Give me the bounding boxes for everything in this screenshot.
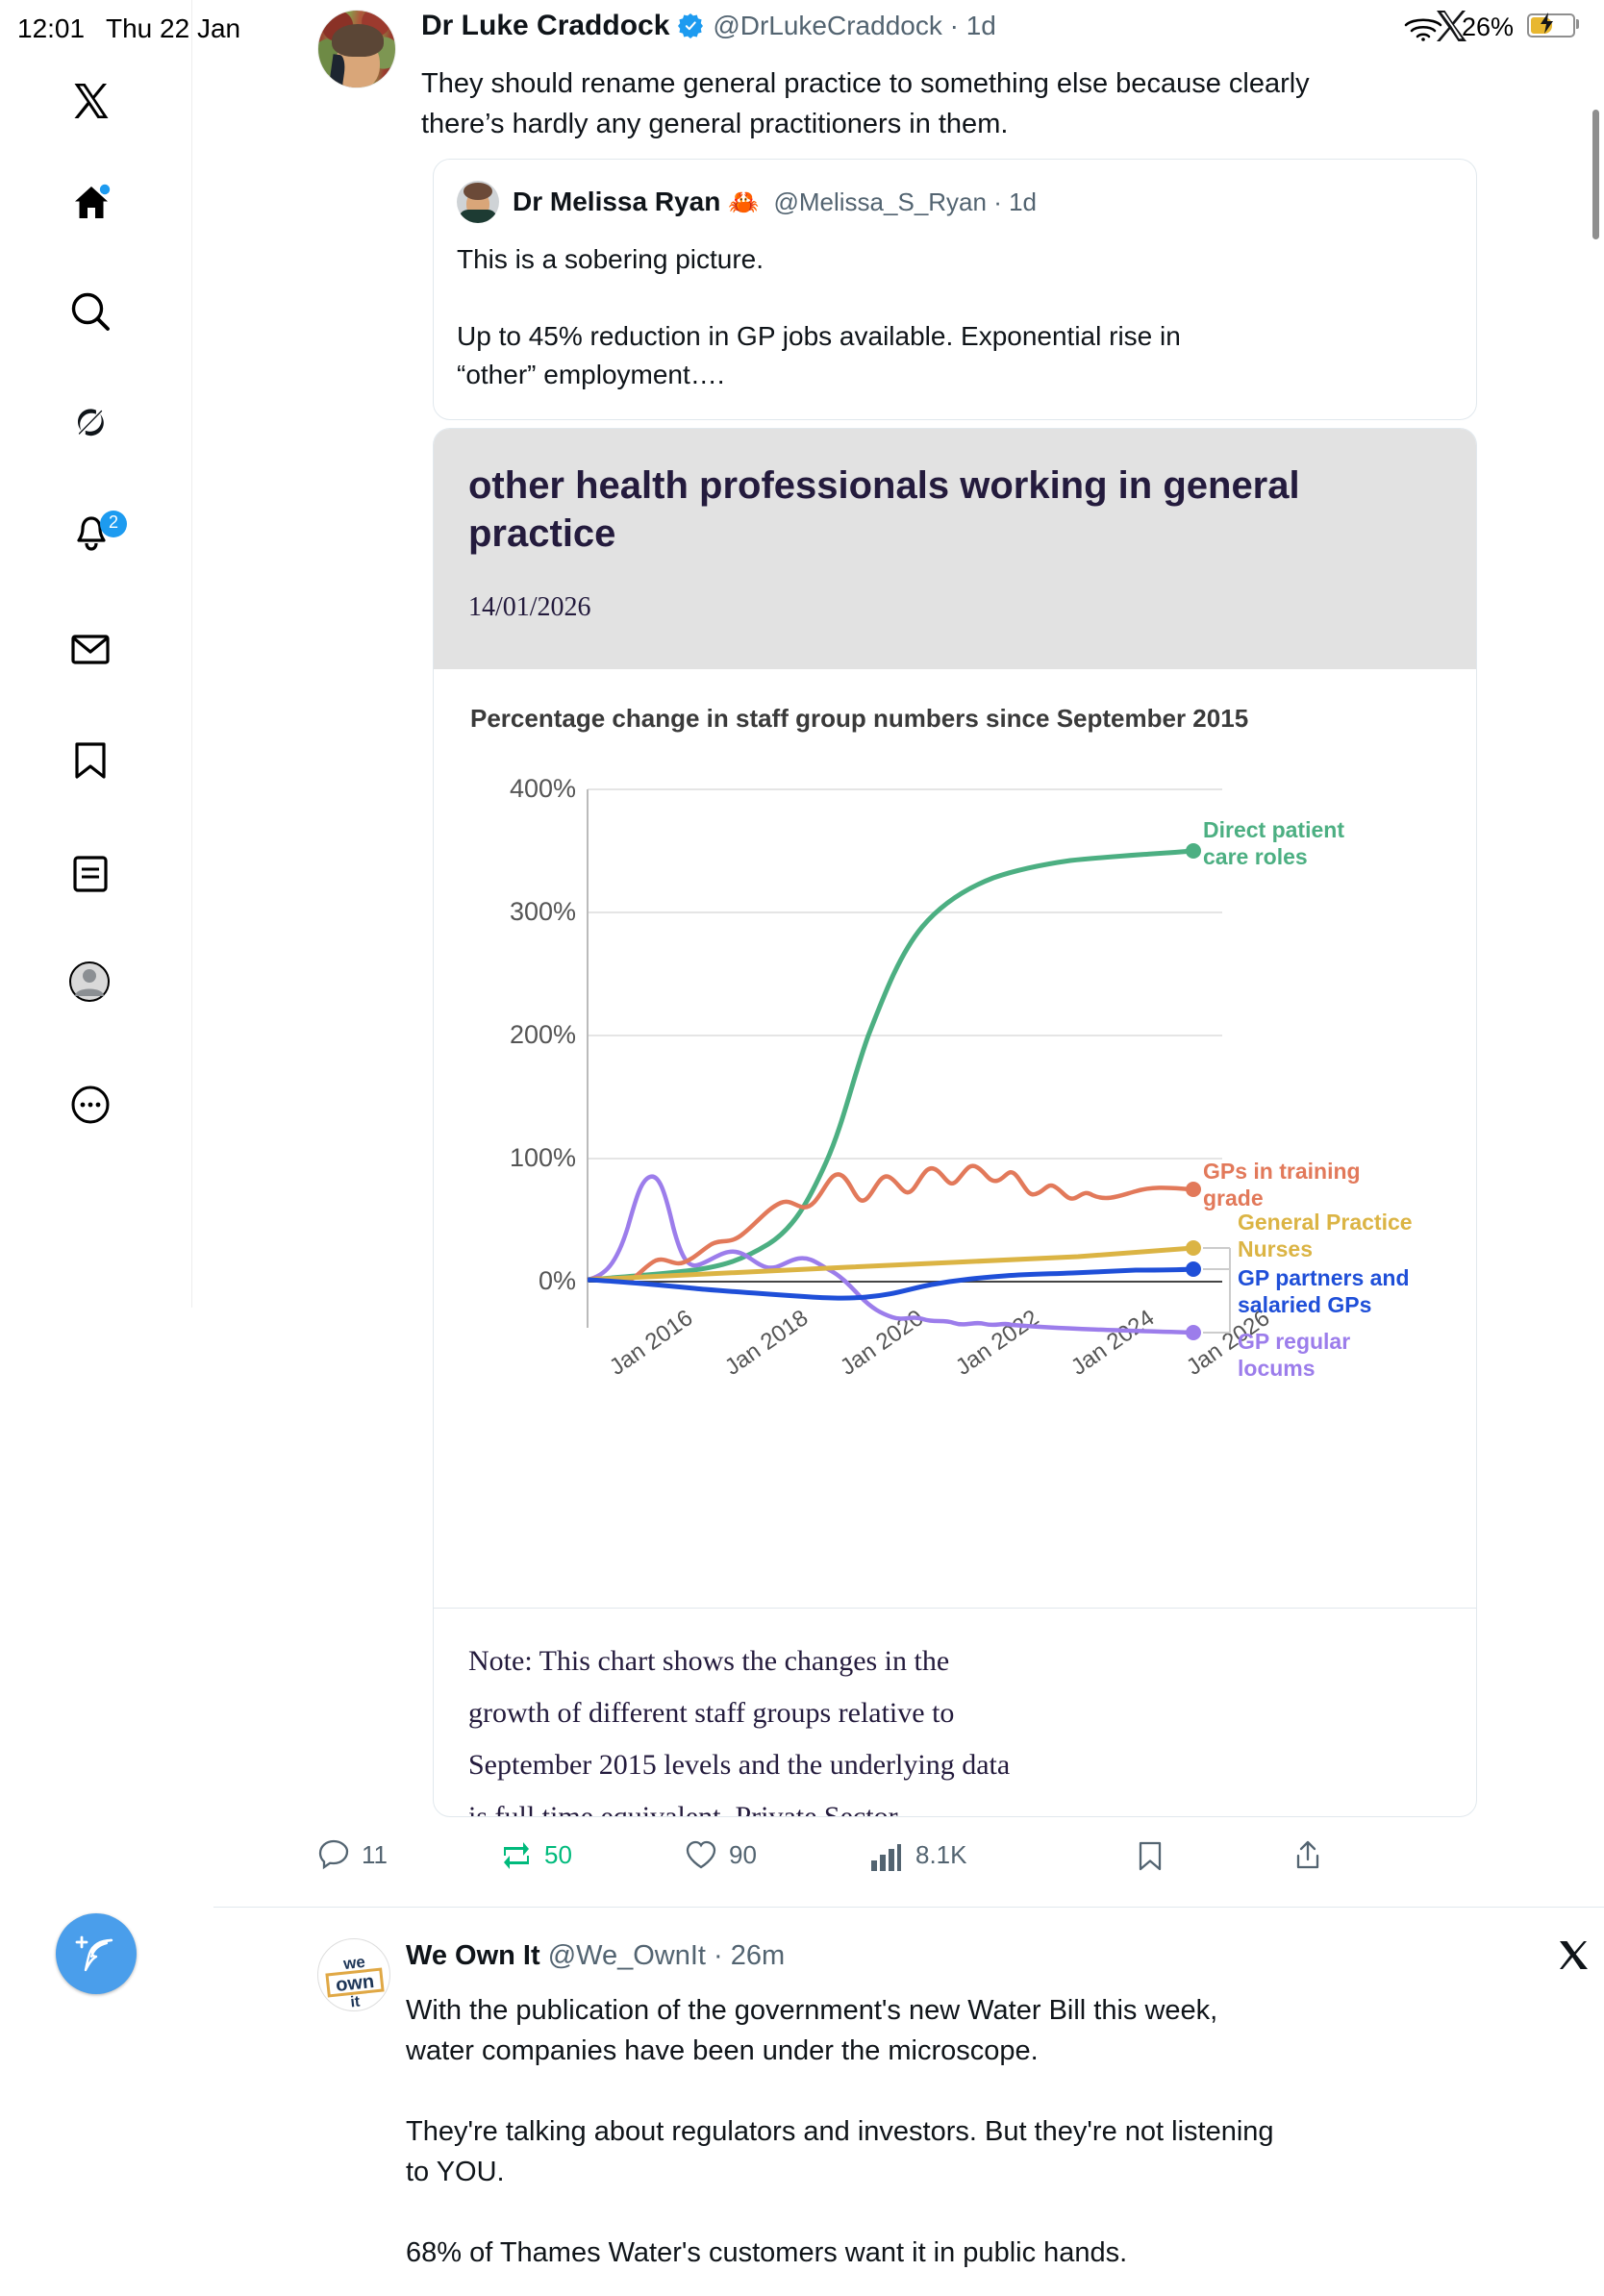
svg-text:Jan 2018: Jan 2018 <box>720 1305 813 1381</box>
svg-text:GP regular: GP regular <box>1238 1329 1350 1354</box>
svg-text:Jan 2022: Jan 2022 <box>951 1305 1043 1381</box>
svg-text:Jan 2016: Jan 2016 <box>605 1305 697 1381</box>
svg-text:care roles: care roles <box>1203 844 1308 869</box>
svg-text:Jan 2024: Jan 2024 <box>1066 1305 1159 1381</box>
svg-text:own: own <box>335 1971 375 1996</box>
svg-text:GP partners and: GP partners and <box>1238 1265 1410 1290</box>
svg-text:GPs in training: GPs in training <box>1203 1159 1361 1184</box>
svg-text:General Practice: General Practice <box>1238 1210 1413 1235</box>
svg-text:grade: grade <box>1203 1185 1264 1210</box>
svg-text:it: it <box>350 1993 362 2010</box>
svg-text:200%: 200% <box>510 1020 576 1049</box>
svg-text:Nurses: Nurses <box>1238 1236 1313 1261</box>
svg-text:Direct patient: Direct patient <box>1203 817 1344 842</box>
svg-text:0%: 0% <box>539 1266 576 1295</box>
svg-text:100%: 100% <box>510 1143 576 1172</box>
svg-text:locums: locums <box>1238 1356 1316 1381</box>
svg-text:salaried GPs: salaried GPs <box>1238 1292 1371 1317</box>
svg-text:400%: 400% <box>510 774 576 803</box>
svg-text:300%: 300% <box>510 897 576 926</box>
